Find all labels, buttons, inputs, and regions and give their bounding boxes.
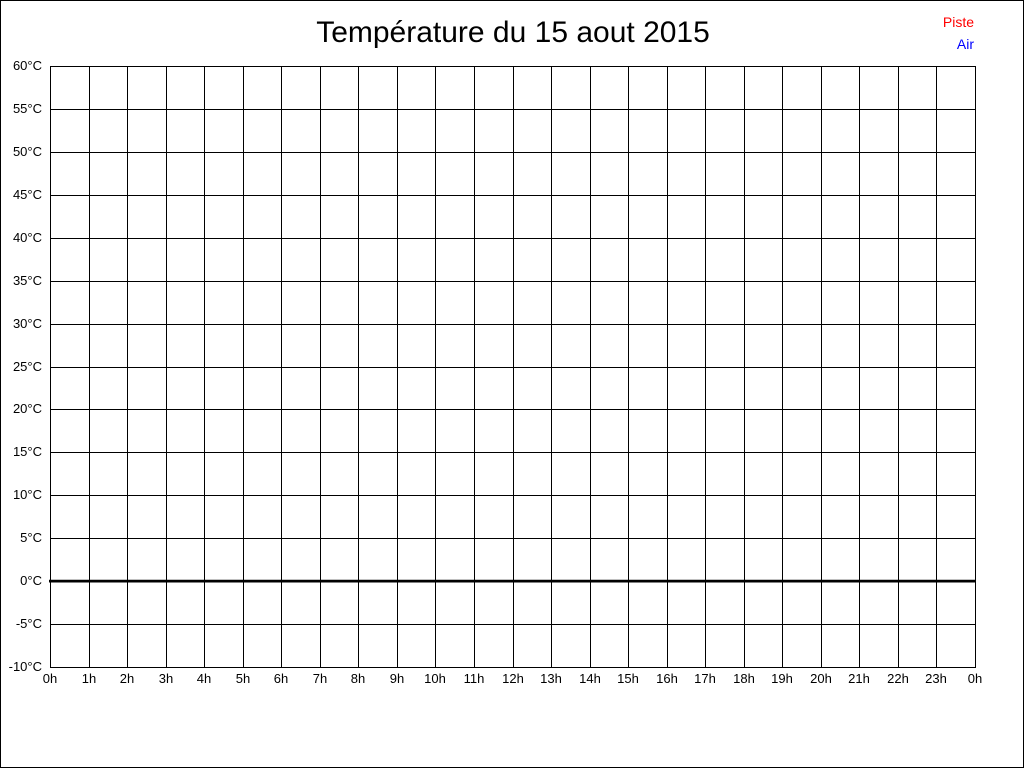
svg-text:16h: 16h <box>656 671 678 686</box>
svg-text:11h: 11h <box>464 671 485 686</box>
svg-text:15h: 15h <box>617 671 639 686</box>
svg-text:45°C: 45°C <box>13 187 42 202</box>
svg-text:13h: 13h <box>540 671 562 686</box>
svg-text:1h: 1h <box>82 671 96 686</box>
svg-text:17h: 17h <box>694 671 716 686</box>
svg-text:12h: 12h <box>502 671 524 686</box>
svg-text:5h: 5h <box>236 671 250 686</box>
svg-text:0°C: 0°C <box>20 573 42 588</box>
svg-text:7h: 7h <box>313 671 327 686</box>
svg-text:20h: 20h <box>810 671 832 686</box>
svg-text:15°C: 15°C <box>13 444 42 459</box>
svg-text:8h: 8h <box>351 671 365 686</box>
svg-text:-10°C: -10°C <box>9 659 42 674</box>
svg-text:9h: 9h <box>390 671 404 686</box>
svg-text:0h: 0h <box>968 671 982 686</box>
svg-text:-5°C: -5°C <box>16 616 42 631</box>
svg-text:30°C: 30°C <box>13 316 42 331</box>
svg-text:14h: 14h <box>579 671 601 686</box>
svg-text:2h: 2h <box>120 671 134 686</box>
svg-text:22h: 22h <box>887 671 909 686</box>
svg-text:35°C: 35°C <box>13 273 42 288</box>
svg-text:3h: 3h <box>159 671 173 686</box>
svg-text:6h: 6h <box>274 671 288 686</box>
svg-text:5°C: 5°C <box>20 530 42 545</box>
svg-text:10°C: 10°C <box>13 487 42 502</box>
svg-text:50°C: 50°C <box>13 144 42 159</box>
svg-text:0h: 0h <box>43 671 57 686</box>
svg-text:55°C: 55°C <box>13 101 42 116</box>
svg-text:23h: 23h <box>925 671 947 686</box>
svg-text:40°C: 40°C <box>13 230 42 245</box>
svg-text:60°C: 60°C <box>13 58 42 73</box>
svg-text:10h: 10h <box>424 671 446 686</box>
svg-text:4h: 4h <box>197 671 211 686</box>
svg-text:21h: 21h <box>848 671 870 686</box>
svg-text:18h: 18h <box>733 671 755 686</box>
svg-text:19h: 19h <box>771 671 793 686</box>
svg-text:20°C: 20°C <box>13 401 42 416</box>
svg-text:25°C: 25°C <box>13 359 42 374</box>
